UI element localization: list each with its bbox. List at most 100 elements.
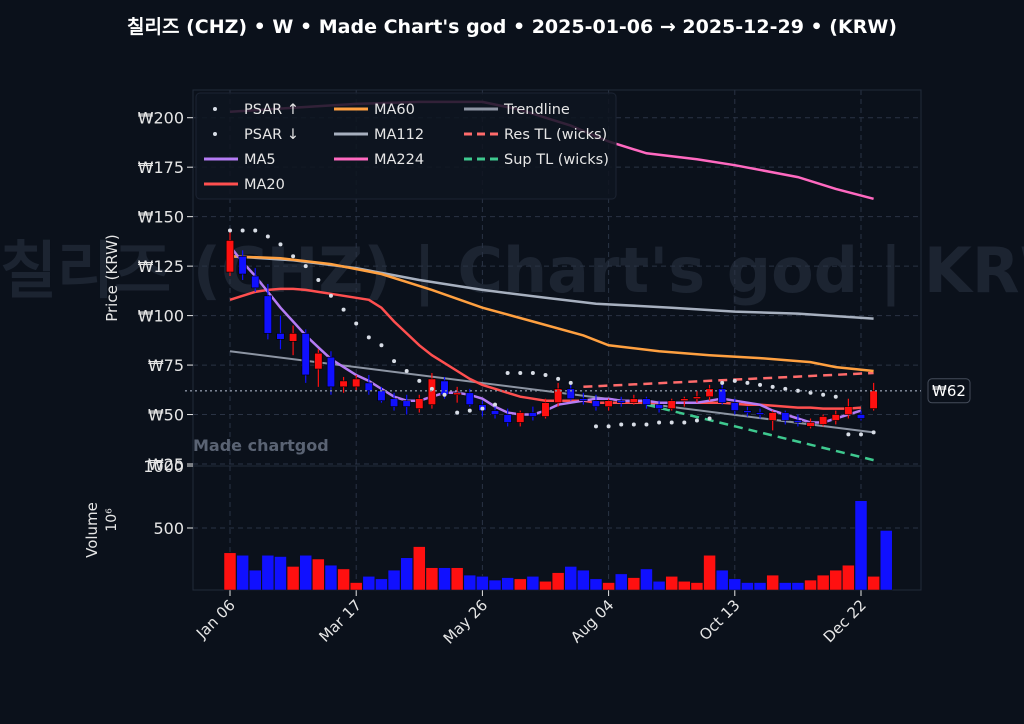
volume-bar — [387, 569, 401, 591]
candle-up — [692, 396, 702, 400]
volume-bar — [349, 582, 363, 591]
candle-up — [869, 390, 878, 409]
psar-down-dot — [278, 242, 283, 247]
candle-down — [364, 382, 373, 392]
candle-down — [755, 412, 765, 415]
psar-down-dot — [404, 369, 409, 374]
legend-label: Sup TL (wicks) — [504, 152, 609, 168]
psar-up-dot — [669, 420, 674, 425]
volume-bar — [501, 577, 514, 591]
candle-down — [301, 333, 310, 376]
price-axis: ₩25 ₩50 ₩75 ₩100 ₩125 ₩150 ₩175 ₩200 — [138, 109, 193, 474]
legend-frame — [195, 92, 617, 200]
volume-bar — [842, 564, 855, 591]
volume-bar — [602, 582, 615, 591]
candle-down — [743, 410, 752, 413]
psar-up-dot — [631, 422, 636, 427]
volume-bar — [804, 579, 817, 591]
candle-down — [566, 388, 575, 400]
candle-up — [516, 412, 525, 423]
candle-down — [490, 410, 500, 415]
volume-bar — [829, 569, 843, 591]
psar-down-dot — [720, 380, 725, 385]
candle-down — [263, 295, 272, 334]
psar-down-dot — [795, 388, 800, 393]
candle-up — [415, 398, 424, 409]
volume-bar — [766, 574, 779, 591]
volume-bar — [463, 574, 477, 591]
resistance-trendline — [583, 371, 874, 389]
volume-bar — [223, 552, 237, 591]
psar-down-dot — [783, 386, 788, 391]
candle-down — [718, 388, 727, 403]
volume-bar — [312, 558, 325, 591]
psar-down-dot — [265, 234, 270, 239]
volume-bar — [867, 576, 880, 591]
price-tick-label: ₩150 — [138, 208, 184, 227]
candle-up — [453, 392, 462, 396]
psar-down-dot — [758, 382, 763, 387]
psar-up-dot — [593, 424, 598, 429]
psar-down-dot — [518, 370, 523, 375]
legend-label: PSAR ↓ — [244, 127, 299, 143]
volume-bar — [715, 569, 729, 591]
psar-up-dot — [871, 430, 876, 435]
volume-bar — [678, 581, 691, 591]
candle-down — [793, 420, 802, 423]
volume-bar — [488, 579, 502, 591]
volume-bar — [337, 568, 350, 591]
psar-down-dot — [808, 390, 813, 395]
candle-down — [781, 412, 790, 421]
volume-bars — [223, 500, 893, 591]
psar-up-dot — [694, 418, 699, 423]
candle-down — [528, 412, 537, 417]
candle-down — [465, 392, 474, 405]
volume-bar — [425, 567, 439, 591]
volume-bar — [753, 582, 767, 591]
volume-bar — [274, 556, 287, 591]
psar-down-dot — [366, 335, 371, 340]
psar-up-dot — [619, 422, 624, 427]
candle-up — [289, 333, 298, 342]
candle-down — [276, 333, 285, 340]
psar-down-dot — [240, 228, 245, 233]
chart-title: 칠리즈 (CHZ) • W • Made Chart's god • 2025-… — [127, 16, 897, 38]
candle-up — [680, 398, 689, 401]
candle-up — [554, 388, 563, 403]
legend-label: MA60 — [374, 102, 415, 118]
psar-down-dot — [354, 321, 359, 326]
volume-unit-label: 10⁶ — [104, 508, 120, 532]
volume-bar — [375, 578, 388, 591]
candle-up — [844, 406, 853, 415]
candle-down — [251, 275, 260, 289]
psar-down-dot — [379, 343, 384, 348]
volume-bar — [261, 555, 275, 591]
candle-down — [326, 356, 336, 388]
psar-down-dot — [543, 372, 548, 377]
candle-down — [654, 404, 664, 409]
candle-up — [541, 402, 550, 417]
psar-up-dot — [859, 432, 863, 437]
volume-bar — [703, 555, 716, 591]
legend-label: MA224 — [374, 152, 424, 168]
candle-up — [667, 400, 676, 409]
volume-bar — [286, 566, 300, 591]
volume-bar — [640, 568, 653, 591]
candle-up — [314, 352, 323, 370]
price-tick-label: ₩125 — [138, 257, 184, 276]
psar-down-dot — [442, 392, 447, 397]
volume-bar — [514, 578, 527, 591]
psar-up-dot — [606, 424, 611, 429]
candle-down — [377, 390, 386, 401]
candle-up — [819, 416, 828, 425]
volume-bar — [299, 555, 312, 591]
volume-bar — [526, 576, 540, 591]
chart-legend: PSAR ↑ PSAR ↓ MA5 MA20 MA60 MA112 MA224 Trendli… — [195, 92, 617, 200]
psar-down-dot — [732, 378, 737, 383]
legend-label: MA112 — [374, 127, 424, 143]
volume-axis-label: Volume — [83, 502, 101, 558]
psar-dots — [228, 228, 876, 437]
psar-down-dot — [253, 228, 258, 233]
ma60-line — [229, 254, 874, 373]
